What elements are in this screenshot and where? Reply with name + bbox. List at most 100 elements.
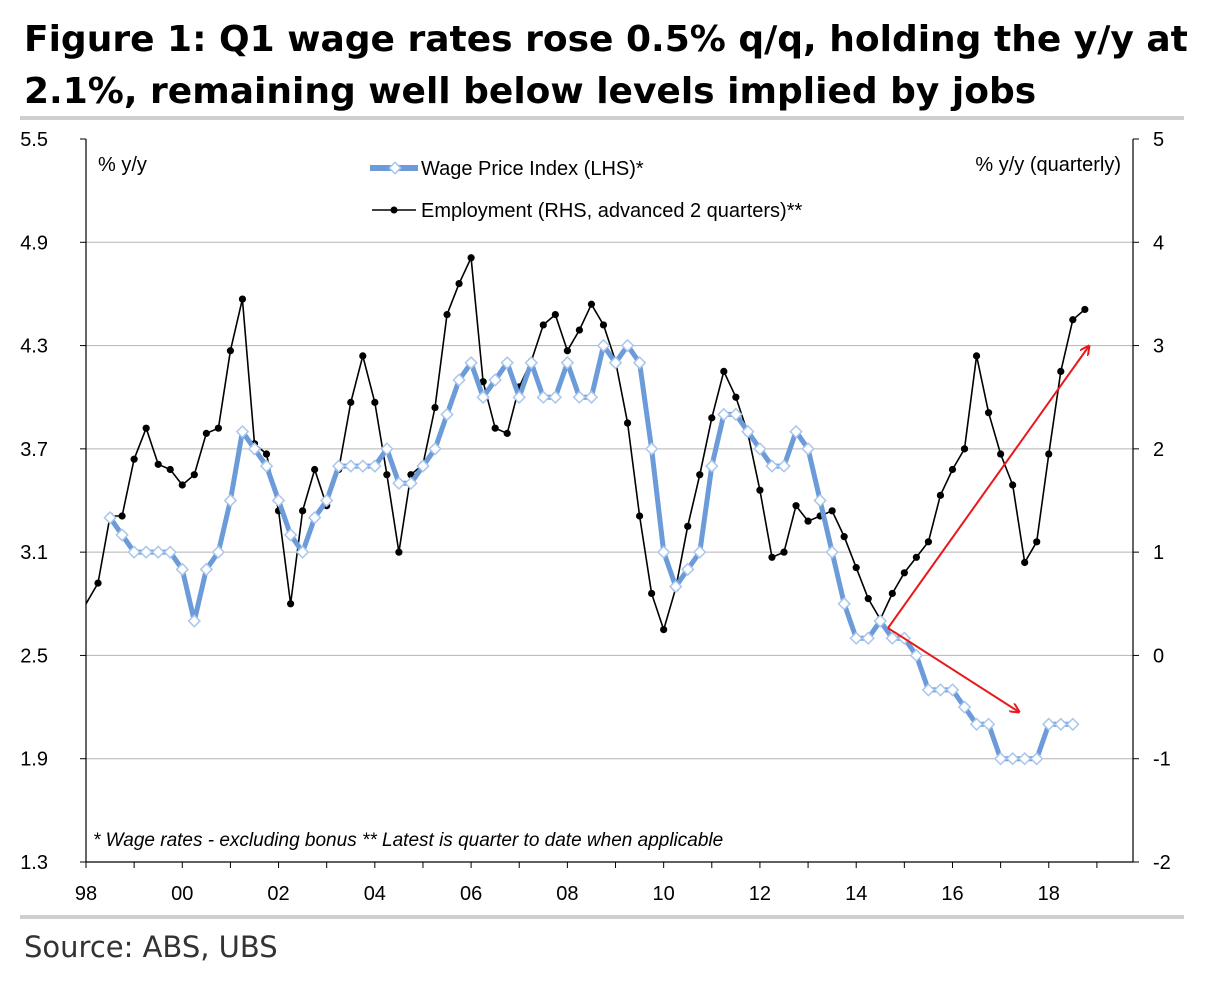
wpi-point bbox=[115, 528, 129, 542]
wpi-point bbox=[536, 390, 551, 404]
employment-point bbox=[948, 465, 957, 474]
wpi-point bbox=[729, 407, 743, 422]
employment-point bbox=[840, 533, 848, 541]
gridlines bbox=[86, 241, 1133, 760]
wpi-point bbox=[416, 459, 430, 473]
right-tick-label: 0 bbox=[1153, 645, 1164, 667]
wpi-point bbox=[151, 545, 165, 559]
wpi-point bbox=[969, 717, 984, 731]
wpi-point bbox=[259, 459, 274, 473]
wpi-point bbox=[993, 752, 1008, 766]
source-note: Source: ABS, UBS bbox=[24, 930, 278, 964]
wpi-point bbox=[753, 442, 767, 456]
wpi-point bbox=[1042, 717, 1056, 731]
employment-point bbox=[311, 465, 319, 474]
employment-point bbox=[1033, 538, 1041, 546]
wpi-point bbox=[693, 545, 707, 559]
left-tick-label: 3.7 bbox=[20, 439, 48, 461]
employment-line bbox=[85, 256, 1086, 631]
employment-point bbox=[623, 419, 632, 427]
wpi-point bbox=[139, 545, 153, 559]
employment-point bbox=[924, 538, 933, 546]
wpi-point bbox=[837, 597, 851, 611]
wpi-point bbox=[476, 390, 490, 404]
wpi-point bbox=[801, 442, 815, 456]
wpi-point bbox=[404, 476, 418, 491]
wpi-point bbox=[632, 356, 647, 370]
wpi-point bbox=[211, 545, 226, 559]
right-tick-label: 3 bbox=[1153, 336, 1164, 358]
wpi-point bbox=[488, 373, 502, 387]
employment-point bbox=[1069, 316, 1077, 324]
employment-point bbox=[1009, 481, 1017, 489]
wpi-point bbox=[271, 493, 286, 508]
wpi-point bbox=[909, 648, 924, 663]
employment-point bbox=[214, 424, 222, 432]
wpi-point bbox=[957, 700, 972, 714]
wpi-point bbox=[247, 442, 262, 456]
wpi-point bbox=[1066, 717, 1080, 732]
employment-point bbox=[1021, 558, 1029, 567]
employment-point bbox=[130, 455, 138, 463]
wpi-point bbox=[223, 493, 238, 508]
wpi-point bbox=[235, 424, 250, 439]
wpi-point bbox=[885, 631, 900, 645]
wpi-point bbox=[789, 424, 803, 439]
employment-point bbox=[347, 398, 355, 406]
employment-point bbox=[118, 512, 126, 520]
employment-point bbox=[648, 589, 656, 598]
employment-point bbox=[768, 553, 776, 561]
arrow-to-wage-trend bbox=[887, 627, 1019, 712]
employment-point bbox=[166, 465, 174, 474]
wpi-point bbox=[608, 356, 623, 370]
legend-employment-marker bbox=[390, 206, 398, 214]
wpi-point bbox=[187, 614, 202, 628]
x-tick-label: 08 bbox=[556, 883, 578, 905]
wpi-point bbox=[440, 407, 454, 422]
employment-point bbox=[238, 295, 247, 303]
x-tick-label: 16 bbox=[941, 883, 963, 905]
left-tick-label: 5.5 bbox=[20, 129, 48, 151]
employment-point bbox=[551, 310, 559, 319]
employment-point bbox=[864, 595, 872, 603]
left-tick-label: 4.3 bbox=[20, 336, 48, 358]
wpi-point bbox=[283, 528, 298, 542]
legend-wpi-label: Wage Price Index (LHS)* bbox=[421, 158, 644, 180]
right-tick-label: -1 bbox=[1153, 749, 1171, 771]
x-tick-label: 02 bbox=[267, 883, 289, 905]
wpi-point bbox=[705, 459, 719, 473]
wpi-point bbox=[356, 459, 370, 473]
wpi-point bbox=[572, 390, 587, 404]
employment-point bbox=[1045, 450, 1053, 458]
employment-point bbox=[491, 424, 499, 432]
right-tick-label: 1 bbox=[1153, 542, 1164, 564]
x-tick-label: 98 bbox=[75, 883, 97, 905]
wpi-point bbox=[741, 424, 755, 439]
trend-arrows bbox=[887, 346, 1089, 712]
x-tick-label: 00 bbox=[171, 883, 193, 905]
employment-point bbox=[1081, 305, 1089, 314]
employment-point bbox=[94, 579, 102, 587]
wpi-point bbox=[656, 545, 671, 559]
employment-point bbox=[178, 481, 186, 489]
left-tick-label: 3.1 bbox=[20, 542, 48, 564]
employment-point bbox=[792, 502, 800, 510]
legend-employment-label: Employment (RHS, advanced 2 quarters)** bbox=[421, 200, 802, 222]
x-tick-label: 06 bbox=[460, 883, 482, 905]
wpi-point bbox=[103, 510, 117, 525]
wpi-point bbox=[873, 614, 888, 628]
wpi-point bbox=[620, 338, 635, 353]
wpi-point bbox=[813, 493, 827, 508]
wpi-point bbox=[127, 545, 141, 559]
wpi-point bbox=[981, 717, 996, 731]
employment-point bbox=[467, 254, 475, 262]
employment-point bbox=[997, 450, 1005, 458]
right-tick-label: 2 bbox=[1153, 439, 1164, 461]
wpi-point bbox=[849, 631, 863, 645]
wpi-point bbox=[765, 459, 779, 473]
wpi-point bbox=[777, 459, 791, 473]
employment-point bbox=[708, 414, 716, 422]
right-axis-label: % y/y (quarterly) bbox=[975, 154, 1121, 176]
wpi-point bbox=[199, 562, 214, 577]
wpi-point bbox=[825, 545, 839, 559]
